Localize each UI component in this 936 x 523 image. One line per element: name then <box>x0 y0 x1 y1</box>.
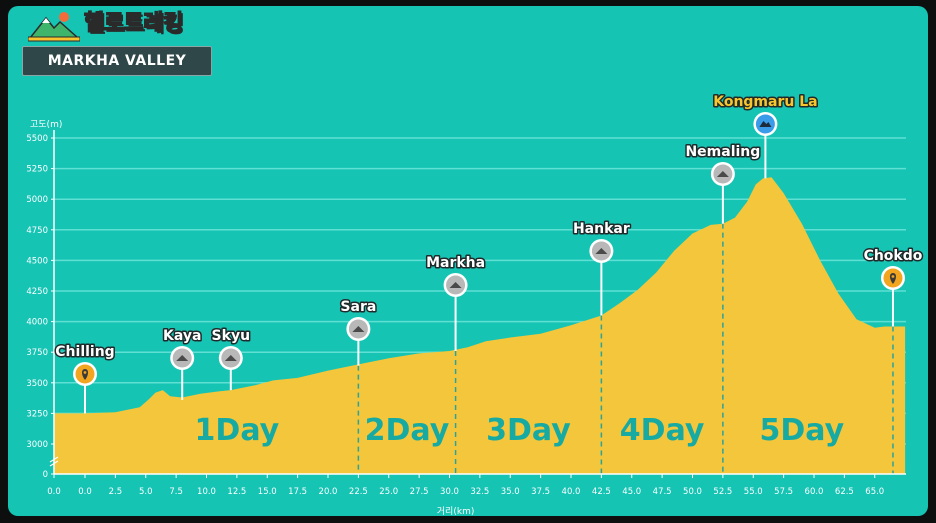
elevation-profile-area <box>54 177 906 474</box>
y-axis-label: 고도(m) <box>30 120 62 130</box>
y-tick-label: 4250 <box>26 287 48 297</box>
waypoint-hankar: Hankar <box>571 220 631 316</box>
x-tick-label: 45.0 <box>622 487 641 497</box>
day-label: 4Day <box>620 413 705 448</box>
axis-break-mark <box>49 460 59 467</box>
x-tick-label: 7.5 <box>169 487 183 497</box>
x-tick-label: 10.0 <box>197 487 216 497</box>
y-tick-label: 4500 <box>26 256 48 266</box>
y-tick-labels: 0 3000 3250 3500 3750 4000 4250 4500 4750 5000 525… <box>26 134 54 480</box>
y-tick-label: 3750 <box>26 348 48 358</box>
x-tick-label: 55.0 <box>744 487 763 497</box>
y-tick-label: 4750 <box>26 226 48 236</box>
x-tick-label: 0.0 <box>47 487 61 497</box>
waypoint-label: Kongmaru La <box>713 94 817 110</box>
day-label: 1Day <box>195 413 280 448</box>
day-label: 3Day <box>486 413 571 448</box>
waypoint-chokdo: Chokdo <box>862 247 924 327</box>
x-tick-label: 35.0 <box>501 487 520 497</box>
axis-break-mark <box>49 456 59 463</box>
x-tick-label: 32.5 <box>470 487 489 497</box>
camp-icon <box>346 317 371 341</box>
waypoint-label: Chilling <box>55 344 114 360</box>
camp-icon <box>443 273 468 297</box>
day-labels: 1Day 2Day 3Day 4Day 5Day <box>195 413 845 448</box>
x-tick-label: 47.5 <box>653 487 672 497</box>
x-tick-label: 2.5 <box>109 487 123 497</box>
x-tick-label: 62.5 <box>835 487 854 497</box>
waypoint-chilling: Chilling <box>54 343 116 414</box>
waypoint-kaya: Kaya <box>161 327 203 400</box>
waypoint-label: Hankar <box>573 221 630 237</box>
x-tick-label: 22.5 <box>349 487 368 497</box>
pass-icon <box>753 112 778 136</box>
x-tick-label: 17.5 <box>288 487 307 497</box>
x-tick-label: 15.0 <box>258 487 277 497</box>
y-tick-label: 3250 <box>26 409 48 419</box>
x-tick-labels: 0.0 0.0 2.5 5.0 7.5 10.0 12.5 15.0 17.5 20.0 22.5 2… <box>47 474 884 497</box>
y-tick-label: 3500 <box>26 379 48 389</box>
x-tick-label: 20.0 <box>319 487 338 497</box>
waypoint-label: Sara <box>340 299 376 315</box>
camp-icon <box>170 346 195 370</box>
waypoint-label: Skyu <box>212 328 251 344</box>
waypoint-label: Chokdo <box>864 248 923 264</box>
camp-icon <box>589 239 614 263</box>
x-tick-label: 52.5 <box>713 487 732 497</box>
waypoint-label: Kaya <box>163 328 201 344</box>
y-tick-label: 4000 <box>26 318 48 328</box>
x-tick-label: 60.0 <box>805 487 824 497</box>
waypoint-sara: Sara <box>339 298 378 366</box>
x-tick-label: 5.0 <box>139 487 153 497</box>
brand-header: 헬로트레킹 MARKHA VALLEY <box>22 8 212 76</box>
x-tick-label: 40.0 <box>562 487 581 497</box>
x-tick-label: 25.0 <box>379 487 398 497</box>
waypoint-markha: Markha <box>425 254 487 351</box>
x-tick-label: 42.5 <box>592 487 611 497</box>
camp-icon <box>710 162 735 186</box>
camp-icon <box>218 346 243 370</box>
x-tick-label: 30.0 <box>440 487 459 497</box>
y-tick-label: 5250 <box>26 165 48 175</box>
y-tick-label: 5000 <box>26 195 48 205</box>
y-tick-label: 5500 <box>26 134 48 144</box>
day-label: 5Day <box>760 413 845 448</box>
day-label: 2Day <box>365 413 450 448</box>
mountain-logo-icon <box>28 12 80 42</box>
waypoint-kongmaru-la: Kongmaru La <box>712 93 819 179</box>
waypoints: Chilling Kaya Skyu Sara Markha Hankar Nemaling… <box>54 93 924 414</box>
x-tick-label: 37.5 <box>531 487 550 497</box>
waypoint-nemaling: Nemaling <box>684 143 762 224</box>
route-title: MARKHA VALLEY <box>22 46 212 76</box>
pin-icon <box>880 266 905 290</box>
waypoint-label: Markha <box>426 255 485 271</box>
x-tick-label: 57.5 <box>774 487 793 497</box>
day-boundaries <box>357 223 894 474</box>
x-tick-label: 27.5 <box>410 487 429 497</box>
waypoint-skyu: Skyu <box>210 327 252 391</box>
x-tick-label: 50.0 <box>683 487 702 497</box>
y-tick-label: 3000 <box>26 440 48 450</box>
x-axis-label: 거리(km) <box>437 506 475 517</box>
x-tick-label: 65.0 <box>865 487 884 497</box>
waypoint-label: Nemaling <box>685 144 760 160</box>
x-tick-label: 12.5 <box>227 487 246 497</box>
x-tick-label: 0.0 <box>78 487 92 497</box>
y-tick-label: 0 <box>43 470 48 480</box>
pin-icon <box>73 362 97 386</box>
brand-name: 헬로트레킹 <box>83 10 183 36</box>
